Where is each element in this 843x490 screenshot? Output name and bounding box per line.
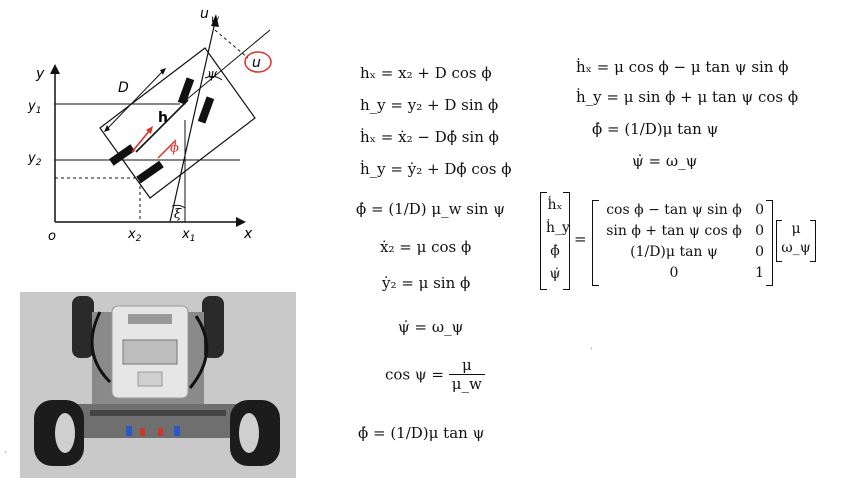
x2-main: x <box>127 227 136 242</box>
rear-wheel-right <box>136 160 164 184</box>
eq-hx-dot: ḣₓ = ẋ₂ − Dϕ̇ sin ϕ <box>360 128 499 146</box>
x1-sub: 1 <box>190 234 196 244</box>
eq-cos-den: μ_w <box>451 375 482 393</box>
x2-label: x2 <box>127 227 142 244</box>
matrix-cell: 1 <box>755 265 764 281</box>
front-wheel-left <box>177 77 195 105</box>
phi-label: ϕ <box>170 141 179 156</box>
y1-sub: 1 <box>36 106 42 116</box>
eq-phi-dot-final: ϕ̇ = (1/D)μ tan ψ <box>358 424 485 442</box>
input-bracket-right <box>810 220 816 262</box>
d-label: D <box>118 80 129 96</box>
eq-cos-lhs: cos ψ = <box>385 365 444 384</box>
input-mu: μ <box>791 221 801 237</box>
uw-subscript: w <box>211 14 220 25</box>
u-label: u <box>252 55 261 71</box>
input-omega: ω_ψ <box>781 240 811 256</box>
y-axis-label: y <box>35 66 45 82</box>
y1-label: y1 <box>27 99 41 116</box>
psi-label: ψ <box>207 67 218 82</box>
eq-psi-dot: ψ̇ = ω_ψ <box>398 318 464 336</box>
h-vector <box>135 99 189 153</box>
x1-label: x1 <box>181 227 195 244</box>
origin-label: o <box>48 229 56 244</box>
robot-body-outline <box>99 47 256 199</box>
matrix-row-1: cos ϕ − tan ψ sin ϕ 0 <box>598 200 764 221</box>
input-bracket-left <box>776 220 782 262</box>
state-vector: ḣₓ ḣ_y ϕ̇ ψ̇ <box>546 194 570 286</box>
x2-sub: 2 <box>136 234 142 244</box>
uw-label: u <box>200 6 209 22</box>
matrix-bracket-right <box>766 200 773 286</box>
eq-cos-fraction: μ μ_w <box>448 356 485 393</box>
state-hy: ḣ_y <box>546 220 570 236</box>
y2-main: y <box>27 151 36 166</box>
eq-right-hy-dot: ḣ_y = μ sin ϕ + μ tan ψ cos ϕ <box>576 88 799 106</box>
y-axis-arrow-icon <box>50 64 60 74</box>
vector-bracket-right <box>563 192 570 290</box>
matrix-cell: 0 <box>755 244 764 260</box>
matrix-row-2: sin ϕ + tan ψ cos ϕ 0 <box>598 221 764 242</box>
d-arrow-tail-icon <box>104 125 110 132</box>
state-phi: ϕ̇ <box>550 243 560 259</box>
eq-y2-dot: ẏ₂ = μ sin ϕ <box>382 274 471 292</box>
heading-extension <box>185 29 271 101</box>
input-vector: μ ω_ψ <box>781 220 811 258</box>
u-highlight-circle <box>244 51 272 73</box>
x1-main: x <box>181 227 190 242</box>
uw-line <box>169 21 216 223</box>
matrix-row-3: (1/D)μ tan ψ 0 <box>598 242 764 263</box>
x-axis-label: x <box>243 226 253 242</box>
h-label: h <box>158 110 168 126</box>
matrix-cell: (1/D)μ tan ψ <box>630 244 718 260</box>
uw-arrow-head-icon <box>211 14 219 27</box>
matrix-cell: cos ϕ − tan ψ sin ϕ <box>606 202 742 218</box>
xi-label: ξ <box>174 207 182 222</box>
d-dimension-line <box>107 71 163 129</box>
matrix-cell: sin ϕ + tan ψ cos ϕ <box>606 223 742 239</box>
heading-arrow <box>131 129 151 153</box>
vector-bracket-left <box>540 192 547 290</box>
eq-right-hx-dot: ḣₓ = μ cos ϕ − μ tan ψ sin ϕ <box>576 58 789 76</box>
y1-main: y <box>27 99 36 114</box>
eq-hx: hₓ = x₂ + D cos ϕ <box>360 64 492 82</box>
matrix-equals: = <box>574 230 587 248</box>
eq-hy: h_y = y₂ + D sin ϕ <box>360 96 499 114</box>
matrix-bracket-left <box>592 200 599 286</box>
eq-phi-dot-uw: ϕ̇ = (1/D) μ_w sin ψ <box>356 200 505 218</box>
d-arrow-head-icon <box>160 68 166 75</box>
stray-mark: · <box>4 448 8 459</box>
robot-photo <box>20 292 296 478</box>
eq-hy-dot: ḣ_y = ẏ₂ + Dϕ̇ cos ϕ <box>360 160 512 178</box>
xi-arc <box>171 204 186 209</box>
eq-cos-psi: cos ψ = μ μ_w <box>385 356 485 393</box>
state-psi: ψ̇ <box>549 266 561 282</box>
state-hx: ḣₓ <box>547 197 563 213</box>
front-wheel-right <box>197 96 215 124</box>
heading-arrow-head-icon <box>146 126 153 134</box>
matrix-cell: 0 <box>755 223 764 239</box>
matrix-cell: 0 <box>755 202 764 218</box>
rear-wheel-left <box>109 144 135 166</box>
x-axis-arrow-icon <box>236 217 246 227</box>
eq-x2-dot: ẋ₂ = μ cos ϕ <box>380 238 472 256</box>
eq-cos-num: μ <box>448 356 485 375</box>
u-dashed <box>214 29 249 59</box>
matrix-cell: 0 <box>669 265 679 281</box>
y2-label: y2 <box>27 151 42 168</box>
steer-arrow <box>157 139 177 159</box>
eq-right-phi-dot: ϕ̇ = (1/D)μ tan ψ <box>592 120 719 138</box>
stray-dot: · <box>590 344 594 355</box>
psi-arc <box>204 75 223 81</box>
kinematics-diagram: y x o u w u D h ψ ϕ ξ y1 y2 x2 x1 <box>27 6 272 244</box>
eq-right-psi-dot: ψ̇ = ω_ψ <box>632 152 698 170</box>
y2-sub: 2 <box>36 158 42 168</box>
coefficient-matrix: cos ϕ − tan ψ sin ϕ 0 sin ϕ + tan ψ cos ϕ… <box>598 200 764 284</box>
robot-illustration <box>20 292 296 478</box>
